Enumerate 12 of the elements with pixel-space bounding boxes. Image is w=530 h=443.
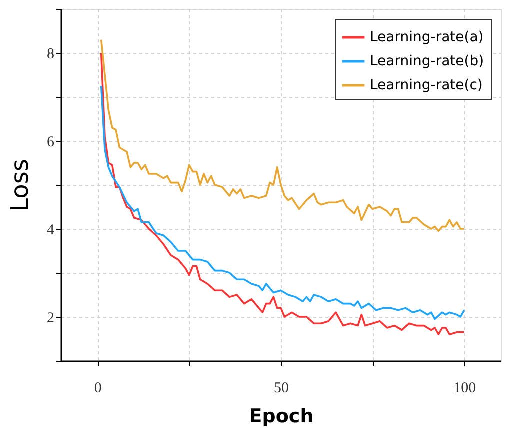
legend-label: Learning-rate(c): [370, 78, 483, 94]
y-tick-label: 4: [47, 222, 55, 238]
x-axis-title: Epoch: [249, 406, 314, 428]
y-tick-label: 8: [47, 46, 54, 62]
x-tick-label: 100: [454, 380, 476, 396]
y-tick-label: 6: [47, 134, 55, 150]
x-tick-label: 50: [274, 380, 289, 396]
y-tick-label: 2: [47, 310, 54, 326]
legend-label: Learning-rate(b): [370, 54, 484, 70]
y-axis-title: Loss: [6, 159, 34, 212]
legend-label: Learning-rate(a): [370, 30, 484, 46]
x-tick-label: 0: [94, 380, 102, 396]
